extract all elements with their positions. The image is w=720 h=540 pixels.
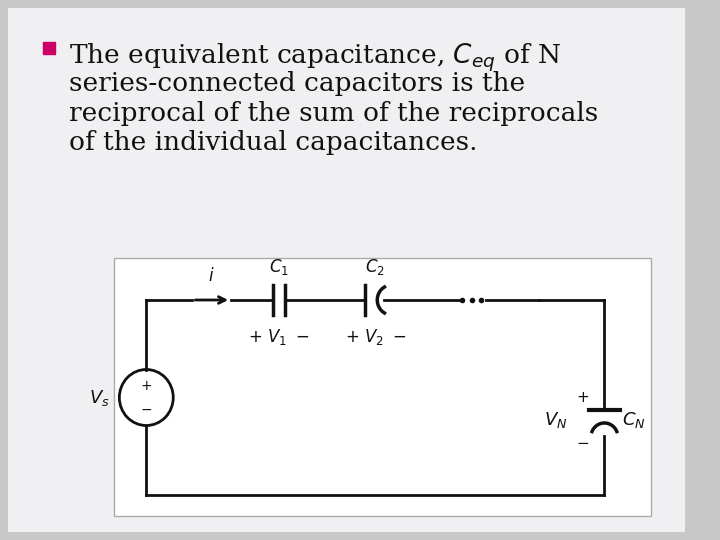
Text: −: − [140,402,152,416]
FancyBboxPatch shape [8,8,685,532]
Text: $C_N$: $C_N$ [622,410,645,430]
Text: $i$: $i$ [209,267,215,285]
Text: $C_2$: $C_2$ [366,257,385,277]
Text: $C_1$: $C_1$ [269,257,289,277]
Text: - - -: - - - [469,289,493,303]
FancyBboxPatch shape [114,258,651,516]
Text: reciprocal of the sum of the reciprocals: reciprocal of the sum of the reciprocals [69,101,598,126]
Text: $V_s$: $V_s$ [89,388,109,408]
Text: $+\ V_2\ -$: $+\ V_2\ -$ [345,327,406,347]
Text: The equivalent capacitance, $C_{eq}$ of N: The equivalent capacitance, $C_{eq}$ of … [69,42,562,75]
Bar [43,42,55,54]
Text: series-connected capacitors is the: series-connected capacitors is the [69,71,526,97]
Text: $V_N$: $V_N$ [544,410,568,430]
Text: −: − [577,436,590,451]
Text: +: + [140,380,152,394]
Text: of the individual capacitances.: of the individual capacitances. [69,130,478,156]
Text: +: + [577,390,590,406]
Text: $+\ V_1\ -$: $+\ V_1\ -$ [248,327,310,347]
